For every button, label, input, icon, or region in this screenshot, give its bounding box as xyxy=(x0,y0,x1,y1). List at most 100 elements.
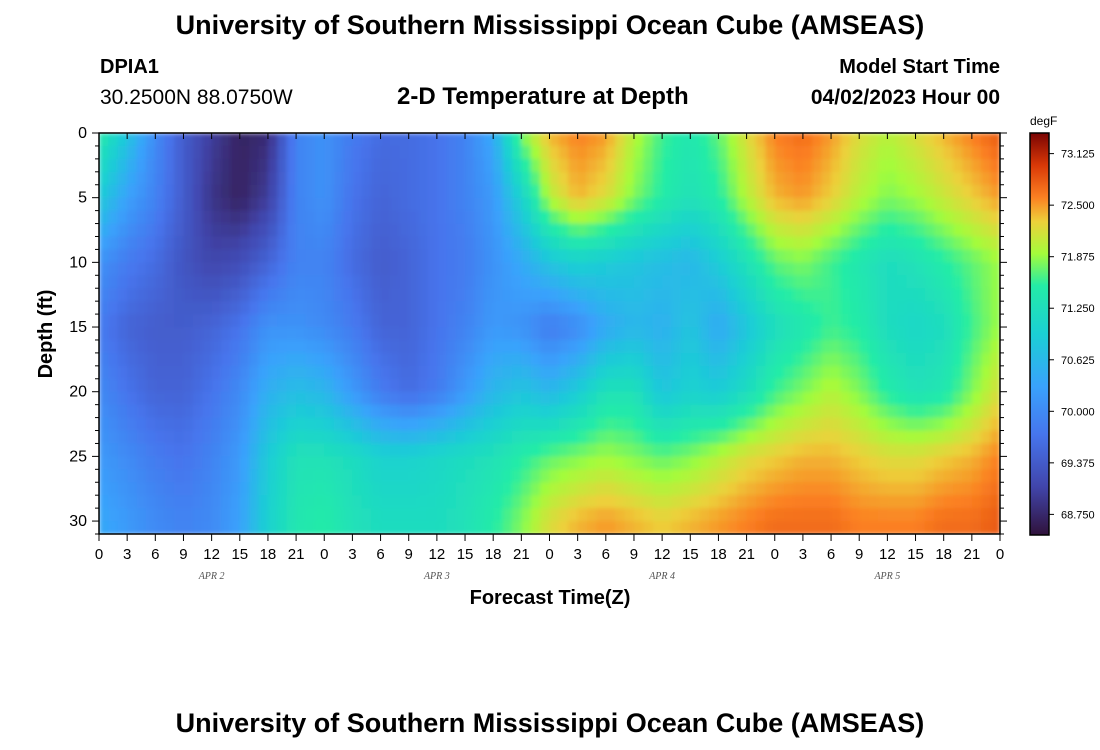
heatmap-cell xyxy=(352,469,363,483)
heatmap-cell xyxy=(821,469,832,483)
heatmap-cell xyxy=(624,197,635,212)
heatmap-cell xyxy=(587,171,598,186)
heatmap-cell xyxy=(389,495,400,509)
heatmap-cell xyxy=(643,327,654,341)
heatmap-cell xyxy=(183,171,194,186)
heatmap-cell xyxy=(859,133,870,147)
heatmap-cell xyxy=(605,430,616,445)
heatmap-cell xyxy=(258,275,269,289)
heatmap-cell xyxy=(605,223,616,238)
heatmap-cell xyxy=(859,365,870,380)
heatmap-cell xyxy=(155,495,166,509)
heatmap-cell xyxy=(596,339,607,354)
heatmap-cell xyxy=(164,378,175,393)
heatmap-cell xyxy=(267,391,278,406)
heatmap-cell xyxy=(343,197,354,212)
heatmap-cell xyxy=(887,430,898,445)
heatmap-cell xyxy=(737,145,748,160)
heatmap-cell xyxy=(127,288,138,302)
heatmap-cell xyxy=(277,365,288,380)
heatmap-cell xyxy=(934,158,945,173)
heatmap-cell xyxy=(455,404,466,419)
heatmap-cell xyxy=(296,521,307,534)
heatmap-cell xyxy=(99,327,109,341)
heatmap-cell xyxy=(605,145,616,160)
heatmap-cell xyxy=(887,145,898,160)
x-tick-label: 12 xyxy=(879,546,896,563)
heatmap-cell xyxy=(465,443,476,457)
heatmap-cell xyxy=(371,417,382,432)
heatmap-cell xyxy=(436,417,447,432)
heatmap-cell xyxy=(202,223,213,238)
heatmap-cell xyxy=(633,133,644,147)
heatmap-cell xyxy=(361,521,372,534)
heatmap-cell xyxy=(324,314,335,328)
heatmap-cell xyxy=(155,404,166,419)
heatmap-cell xyxy=(981,301,992,315)
heatmap-cell xyxy=(605,365,616,380)
heatmap-cell xyxy=(108,482,119,496)
heatmap-cell xyxy=(774,133,785,147)
heatmap-cell xyxy=(202,417,213,432)
heatmap-cell xyxy=(474,288,485,302)
heatmap-cell xyxy=(859,443,870,457)
heatmap-cell xyxy=(831,223,842,238)
heatmap-cell xyxy=(896,365,907,380)
heatmap-cell xyxy=(887,171,898,186)
heatmap-cell xyxy=(877,145,888,160)
heatmap-cell xyxy=(737,236,748,251)
heatmap-cell xyxy=(474,430,485,445)
heatmap-cell xyxy=(174,469,185,483)
heatmap-cell xyxy=(333,521,344,534)
heatmap-cell xyxy=(643,391,654,406)
heatmap-cell xyxy=(530,249,541,263)
heatmap-cell xyxy=(709,327,720,341)
heatmap-cell xyxy=(333,443,344,457)
heatmap-cell xyxy=(164,301,175,315)
heatmap-cell xyxy=(690,236,701,251)
heatmap-cell xyxy=(446,495,457,509)
heatmap-cell xyxy=(690,482,701,496)
heatmap-cell xyxy=(361,288,372,302)
heatmap-cell xyxy=(258,430,269,445)
heatmap-cell xyxy=(418,365,429,380)
heatmap-cell xyxy=(249,339,260,354)
heatmap-cell xyxy=(784,301,795,315)
heatmap-cell xyxy=(718,508,729,522)
heatmap-cell xyxy=(596,249,607,263)
heatmap-cell xyxy=(155,210,166,225)
heatmap-cell xyxy=(530,339,541,354)
heatmap-cell xyxy=(737,171,748,186)
heatmap-cell xyxy=(296,288,307,302)
heatmap-cell xyxy=(418,158,429,173)
heatmap-cell xyxy=(258,301,269,315)
heatmap-cell xyxy=(587,456,598,470)
heatmap-cell xyxy=(333,275,344,289)
heatmap-cell xyxy=(521,482,532,496)
heatmap-cell xyxy=(155,145,166,160)
heatmap-cell xyxy=(774,249,785,263)
heatmap-cell xyxy=(455,521,466,534)
heatmap-cell xyxy=(530,145,541,160)
heatmap-cell xyxy=(436,236,447,251)
heatmap-cell xyxy=(652,288,663,302)
heatmap-cell xyxy=(981,404,992,419)
heatmap-cell xyxy=(277,417,288,432)
heatmap-cell xyxy=(277,301,288,315)
heatmap-cell xyxy=(305,417,316,432)
heatmap-cell xyxy=(671,288,682,302)
heatmap-cell xyxy=(249,508,260,522)
heatmap-cell xyxy=(746,145,757,160)
heatmap-cell xyxy=(127,223,138,238)
heatmap-cell xyxy=(436,430,447,445)
heatmap-cell xyxy=(558,133,569,147)
heatmap-cell xyxy=(99,430,109,445)
heatmap-cell xyxy=(643,456,654,470)
heatmap-cell xyxy=(774,352,785,367)
heatmap-cell xyxy=(446,197,457,212)
heatmap-cell xyxy=(221,521,231,534)
heatmap-cell xyxy=(793,456,804,470)
heatmap-cell xyxy=(662,352,673,367)
heatmap-cell xyxy=(577,236,588,251)
heatmap-cell xyxy=(145,521,156,534)
